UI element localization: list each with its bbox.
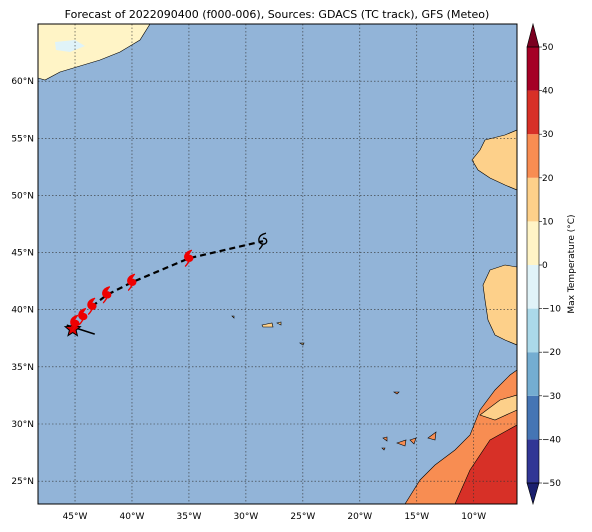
colorbar-tick-label: 20 (542, 174, 554, 184)
ireland-uk (471, 129, 517, 191)
lat-label: 55°N (11, 134, 34, 144)
lon-label: 35°W (177, 512, 202, 522)
map-title: Forecast of 2022090400 (f000-006), Sourc… (65, 8, 490, 21)
colorbar-under (526, 482, 540, 506)
colorbar-tick-label: 50 (542, 43, 554, 53)
colorbar-tick-label: 40 (542, 87, 554, 97)
lon-label: 40°W (120, 512, 145, 522)
africa-hot (454, 424, 517, 504)
colorbar-band (527, 352, 539, 396)
colorbar-tick-label: −20 (542, 348, 561, 358)
colorbar-tick-label: −30 (542, 392, 561, 402)
colorbar-band (527, 308, 539, 353)
colorbar-band (527, 221, 539, 265)
lat-label: 60°N (11, 77, 34, 87)
storm-symbol (78, 307, 88, 326)
colorbar-tick-label: −50 (542, 479, 561, 489)
colorbar-tick-label: 0 (542, 261, 548, 271)
colorbar-label: Max Temperature (°C) (567, 214, 577, 313)
colorbar-tick-label: 30 (542, 130, 554, 140)
lon-label: 45°W (63, 512, 88, 522)
lat-label: 50°N (11, 191, 34, 201)
colorbar-band (527, 90, 539, 135)
lat-label: 40°N (11, 306, 34, 316)
track-line (91, 240, 264, 308)
lat-label: 30°N (11, 420, 34, 430)
lon-label: 15°W (404, 512, 429, 522)
storm-symbol (87, 297, 97, 315)
colorbar-band (527, 395, 539, 440)
lat-label: 45°N (11, 249, 34, 259)
colorbar-band (527, 265, 539, 309)
colorbar-tick-label: −10 (542, 305, 561, 315)
iberia (482, 264, 517, 346)
colorbar-band (527, 47, 539, 91)
lat-label: 35°N (11, 363, 34, 373)
lon-label: 10°W (461, 512, 486, 522)
land (38, 24, 517, 504)
map-frame (37, 23, 518, 505)
storm-symbol (70, 314, 80, 333)
colorbar-tick-label: −40 (542, 435, 561, 445)
canaries (381, 391, 437, 451)
storm-symbol (258, 232, 268, 250)
greenland (38, 24, 151, 81)
lon-label: 25°W (290, 512, 315, 522)
lon-label: 20°W (347, 512, 372, 522)
ocean (38, 24, 517, 504)
lat-label: 25°N (11, 477, 34, 487)
africa-coast (479, 394, 517, 421)
storm-symbol (127, 273, 137, 291)
lon-label: 30°W (233, 512, 258, 522)
storm-origin (63, 319, 82, 337)
storm-symbol (184, 249, 194, 267)
colorbar-band (527, 439, 539, 483)
ice (55, 40, 85, 52)
colorbar-over (526, 22, 540, 48)
storm-symbol (102, 286, 112, 304)
colorbar-band (527, 177, 539, 222)
colorbar-band (527, 134, 539, 178)
colorbar-tick-label: 10 (542, 217, 554, 227)
azores (231, 315, 305, 346)
